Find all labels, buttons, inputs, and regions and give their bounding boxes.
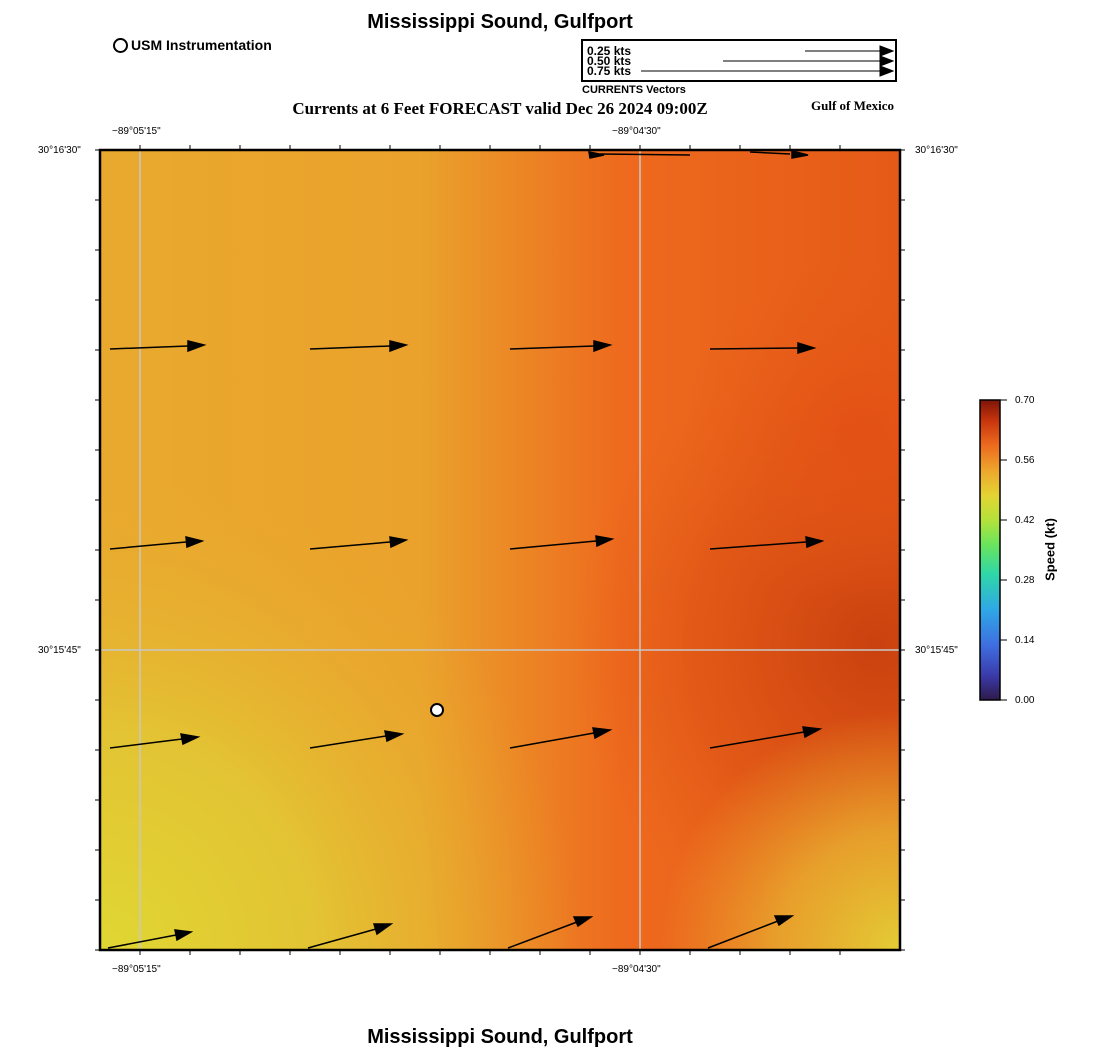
speed-field-low-southeast — [100, 150, 900, 950]
lat-label-right-2: 30°15'45" — [915, 645, 958, 656]
graticule — [100, 150, 900, 950]
lat-label-left-1: 30°16'30" — [38, 145, 81, 156]
lon-label-top-2: −89°04'30" — [612, 126, 661, 137]
current-speed-map — [95, 145, 905, 955]
footer-title: Mississippi Sound, Gulfport — [367, 1026, 633, 1048]
lat-label-left-2: 30°15'45" — [38, 645, 81, 656]
usm-station-marker — [430, 703, 444, 717]
lon-label-bottom-1: −89°05'15" — [112, 964, 161, 975]
frame-ticks — [95, 145, 905, 955]
colorbar-ticks — [1000, 399, 1007, 701]
vector-legend-label: 0.50 kts — [587, 54, 632, 68]
speed-colorbar — [979, 399, 1007, 701]
vector-arrowhead — [797, 341, 817, 355]
station-legend-label: USM Instrumentation — [131, 37, 272, 53]
forecast-subtitle: Currents at 6 Feet FORECAST valid Dec 26… — [292, 99, 708, 118]
lon-label-bottom-2: −89°04'30" — [612, 964, 661, 975]
colorbar-tick-label: 0.70 — [1015, 395, 1035, 406]
colorbar-ramp — [979, 399, 1001, 701]
vector-arrowhead — [773, 915, 795, 927]
vector-arrowhead — [592, 727, 613, 740]
vector-arrowhead — [185, 536, 205, 549]
vector-legend-box: 0.25 kts 0.50 kts 0.75 kts — [581, 39, 897, 82]
legend-arrowhead-icon — [879, 45, 895, 57]
colorbar-tick-label: 0.42 — [1015, 515, 1035, 526]
vector-arrowhead — [389, 536, 409, 549]
vector-legend-arrows — [641, 45, 895, 77]
legend-arrowhead-icon — [879, 65, 895, 77]
station-legend: USM Instrumentation — [113, 37, 272, 53]
colorbar-tick-label: 0.56 — [1015, 455, 1035, 466]
vector-legend-label: 0.75 kts — [587, 64, 632, 78]
colorbar-tick-label: 0.00 — [1015, 695, 1035, 706]
vector-arrowhead — [593, 340, 613, 353]
lon-label-top-1: −89°05'15" — [112, 126, 161, 137]
current-vectors — [107, 150, 825, 949]
vector-legend-caption: CURRENTS Vectors — [582, 84, 686, 96]
colorbar-tick-label: 0.14 — [1015, 635, 1035, 646]
station-circle-icon — [113, 37, 128, 53]
vector-arrowhead — [384, 730, 405, 743]
vector-arrowhead — [389, 340, 409, 353]
vector-arrowhead — [595, 535, 615, 548]
lat-label-right-1: 30°16'30" — [915, 145, 958, 156]
map-title: Mississippi Sound, Gulfport — [367, 11, 633, 33]
vector-arrowhead — [805, 536, 825, 549]
vector-arrowhead — [180, 733, 201, 746]
vector-arrowhead — [372, 923, 394, 936]
colorbar-tick-label: 0.28 — [1015, 575, 1035, 586]
region-label: Gulf of Mexico — [811, 98, 895, 113]
colorbar-title: Speed (kt) — [1042, 518, 1058, 581]
vector-legend-label: 0.25 kts — [587, 44, 632, 58]
vector-arrowhead — [174, 929, 194, 942]
vector-arrowhead — [187, 340, 207, 353]
vector-arrowhead — [572, 916, 594, 928]
vector-arrowhead — [802, 726, 823, 739]
legend-arrowhead-icon — [879, 55, 895, 67]
